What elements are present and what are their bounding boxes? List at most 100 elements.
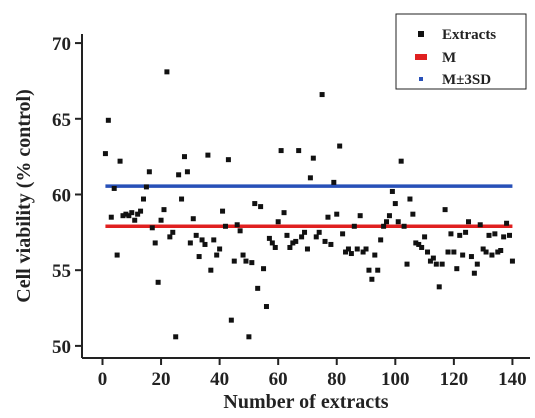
data-point	[395, 219, 401, 225]
data-point	[445, 249, 451, 255]
data-point	[319, 92, 325, 98]
legend: Extracts M M±3SD	[395, 13, 527, 90]
legend-box	[395, 13, 527, 90]
data-point	[407, 196, 413, 202]
y-tick-label: 60	[52, 185, 71, 206]
data-point	[152, 240, 158, 246]
data-point	[457, 232, 463, 238]
data-point	[114, 252, 120, 258]
data-point	[351, 223, 357, 229]
data-point	[433, 261, 439, 267]
data-point	[252, 201, 258, 207]
data-point	[234, 222, 240, 228]
y-tick-label: 65	[52, 110, 71, 131]
data-point	[340, 231, 346, 237]
data-point	[167, 234, 173, 240]
data-point	[272, 244, 278, 250]
data-point	[398, 158, 404, 164]
data-point	[199, 237, 205, 243]
data-point	[170, 229, 176, 235]
data-point	[486, 232, 492, 238]
y-tick-label: 50	[52, 337, 71, 358]
data-point	[237, 228, 243, 234]
data-point	[439, 261, 445, 267]
data-point	[463, 229, 469, 235]
data-point	[375, 267, 381, 273]
data-point	[111, 185, 117, 191]
data-point	[410, 211, 416, 217]
y-axis-ticks: 50 55 60 65 70	[52, 34, 82, 358]
data-point	[307, 175, 313, 181]
data-point	[477, 222, 483, 228]
data-point	[492, 231, 498, 237]
data-point	[187, 240, 193, 246]
data-point	[378, 237, 384, 243]
x-axis-title: Number of extracts	[223, 391, 388, 413]
data-point	[196, 254, 202, 260]
data-point	[483, 249, 489, 255]
data-point	[158, 217, 164, 223]
data-point	[310, 155, 316, 161]
data-point	[442, 207, 448, 213]
y-tick-label: 55	[52, 261, 71, 282]
data-point	[287, 244, 293, 250]
data-point	[146, 169, 152, 175]
x-tick-label: 40	[210, 369, 229, 390]
data-point	[422, 234, 428, 240]
legend-marker-mean	[415, 54, 427, 60]
data-point	[296, 148, 302, 154]
data-point	[325, 214, 331, 220]
data-point	[208, 267, 214, 273]
legend-marker-extracts	[418, 31, 424, 37]
data-point	[261, 266, 267, 272]
data-point	[102, 151, 108, 157]
data-point	[161, 207, 167, 213]
data-point	[313, 234, 319, 240]
data-point	[425, 249, 431, 255]
y-tick-label: 70	[52, 34, 71, 55]
data-point	[193, 232, 199, 238]
data-point	[105, 117, 111, 123]
data-point	[498, 248, 504, 254]
data-point	[149, 225, 155, 231]
legend-marker-3sd	[419, 77, 423, 81]
data-point	[507, 232, 513, 238]
data-point	[474, 261, 480, 267]
data-point	[179, 196, 185, 202]
data-point	[290, 240, 296, 246]
data-point	[451, 249, 457, 255]
data-point	[275, 219, 281, 225]
data-point	[220, 208, 226, 214]
data-point	[328, 241, 334, 247]
data-point	[269, 240, 275, 246]
data-point	[460, 252, 466, 258]
data-point	[436, 284, 442, 290]
data-point	[343, 249, 349, 255]
data-point	[173, 334, 179, 340]
legend-label-extracts: Extracts	[442, 27, 496, 43]
x-tick-label: 0	[98, 369, 108, 390]
y-axis-title: Cell viability (% control)	[13, 89, 35, 303]
data-point	[243, 258, 249, 264]
x-tick-label: 100	[381, 369, 410, 390]
data-point	[360, 249, 366, 255]
data-point	[123, 211, 129, 217]
data-point	[480, 246, 486, 252]
data-point	[228, 317, 234, 323]
data-point	[369, 276, 375, 282]
data-point	[184, 169, 190, 175]
data-point	[176, 172, 182, 178]
data-point	[190, 216, 196, 222]
data-point	[454, 266, 460, 272]
legend-label-mean: M	[442, 50, 456, 66]
data-point	[249, 260, 255, 266]
data-point	[348, 251, 354, 257]
data-point	[316, 229, 322, 235]
data-point	[331, 179, 337, 185]
data-point	[155, 279, 161, 285]
data-points	[102, 69, 515, 340]
data-point	[135, 211, 141, 217]
data-point	[363, 246, 369, 252]
data-point	[386, 213, 392, 219]
